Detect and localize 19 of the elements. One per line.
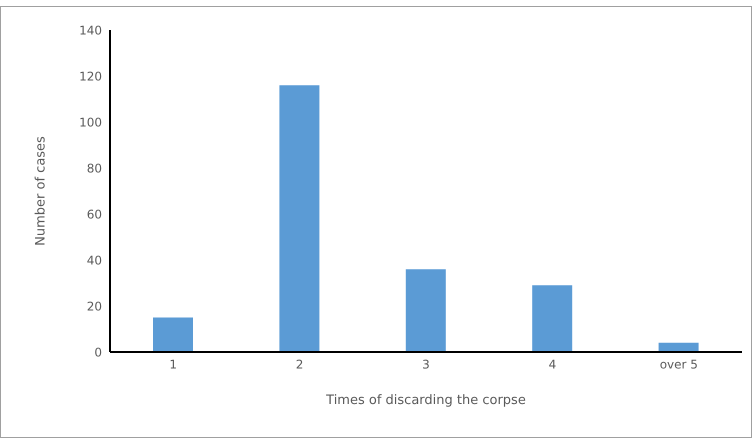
y-tick-label: 100 (79, 115, 102, 130)
x-tick-label: 4 (548, 358, 556, 372)
bar (153, 318, 193, 352)
y-tick-label: 120 (79, 69, 102, 84)
y-tick-label: 80 (86, 161, 102, 176)
y-tick-label: 0 (94, 345, 102, 360)
x-tick-label: over 5 (660, 358, 698, 372)
x-tick-label: 2 (296, 358, 304, 372)
y-tick-label: 40 (86, 253, 102, 268)
bar (279, 85, 320, 352)
y-tick-label: 60 (86, 207, 102, 222)
bar (532, 285, 572, 352)
x-axis-title: Times of discarding the corpse (325, 393, 526, 408)
y-axis-title: Number of cases (34, 136, 49, 246)
y-tick-label: 140 (79, 23, 102, 38)
bar (406, 269, 446, 352)
x-tick-label: 1 (169, 358, 178, 372)
x-tick-label: 3 (422, 358, 430, 372)
y-tick-label: 20 (86, 299, 102, 314)
